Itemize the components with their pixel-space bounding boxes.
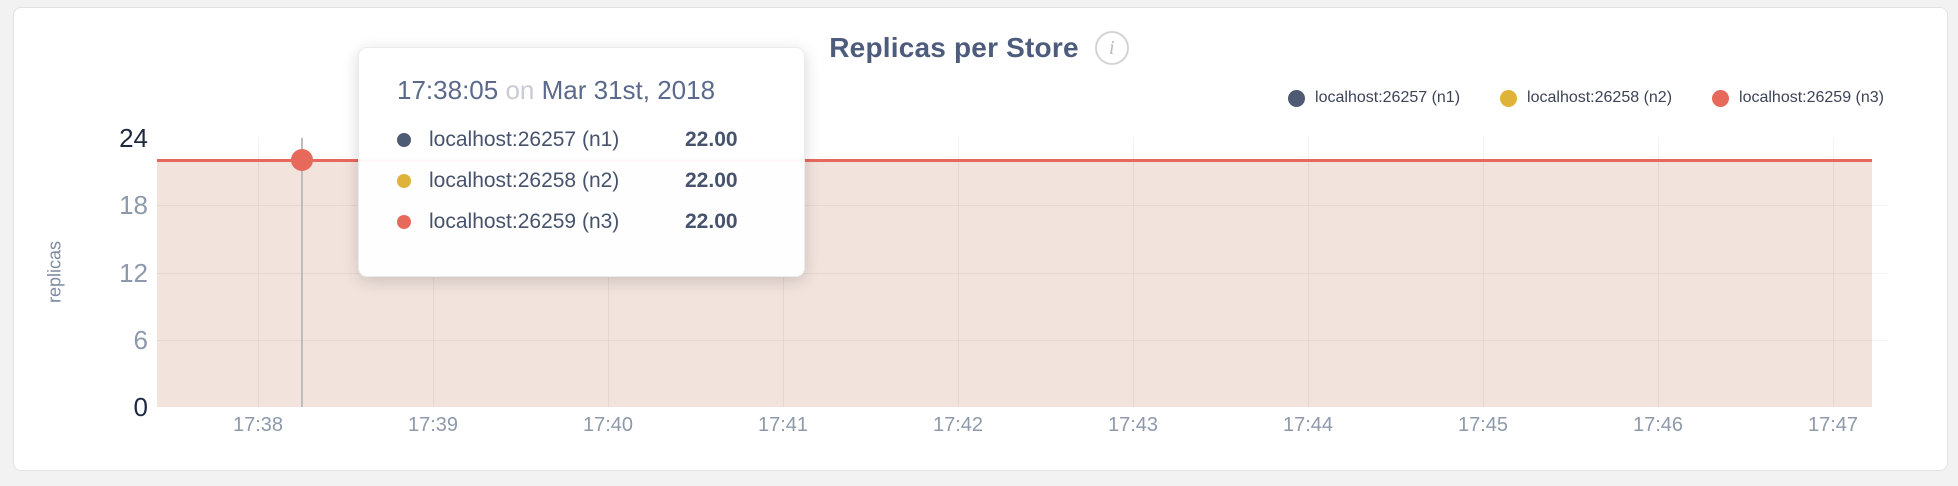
crosshair-line [301, 138, 303, 407]
x-grid-line [1483, 138, 1484, 407]
y-grid-line [157, 272, 1888, 274]
legend-label: localhost:26257 (n1) [1315, 89, 1461, 106]
x-grid-line [1308, 138, 1309, 407]
x-tick-label: 17:43 [1107, 414, 1159, 436]
x-tick-label: 17:39 [407, 414, 459, 436]
x-grid-line [1133, 138, 1134, 407]
x-grid-line [1833, 138, 1834, 407]
y-grid-line [157, 339, 1888, 341]
tooltip-row-value: 22.00 [685, 209, 738, 233]
tooltip-series-dot-icon [397, 132, 411, 147]
tooltip-row-value: 22.00 [685, 127, 738, 151]
tooltip-row: localhost:26259 (n3) 22.00 [397, 201, 804, 242]
y-tick-label: 0 [133, 392, 148, 422]
tooltip-time: 17:38:05 [397, 75, 499, 105]
tooltip-header: 17:38:05 on Mar 31st, 2018 [397, 75, 804, 106]
x-grid-line [1658, 138, 1659, 407]
legend-item[interactable]: localhost:26258 (n2) [1500, 89, 1672, 107]
legend-label: localhost:26258 (n2) [1527, 89, 1673, 106]
hover-point[interactable] [291, 149, 313, 172]
tooltip-row: localhost:26257 (n1) 22.00 [397, 119, 804, 160]
x-tick-label: 17:42 [932, 414, 984, 436]
x-tick-label: 17:40 [582, 414, 634, 436]
tooltip-row-value: 22.00 [685, 168, 738, 192]
series-line [157, 158, 1872, 162]
info-icon[interactable]: i [1094, 31, 1129, 65]
x-grid-line [258, 138, 259, 407]
y-tick-label: 6 [133, 324, 148, 355]
tooltip-row: localhost:26258 (n2) 22.00 [397, 160, 804, 201]
legend-dot-icon [1712, 89, 1730, 107]
x-grid-line [958, 138, 959, 407]
x-tick-label: 17:46 [1632, 414, 1684, 436]
x-tick-label: 17:38 [232, 414, 284, 436]
tooltip-rows: localhost:26257 (n1) 22.00 localhost:26258… [397, 119, 804, 242]
chart-tooltip: 17:38:05 on Mar 31st, 2018 localhost:262… [358, 47, 805, 277]
legend-dot-icon [1500, 89, 1518, 107]
tooltip-row-label: localhost:26259 (n3) [429, 209, 620, 233]
x-tick-label: 17:47 [1807, 414, 1859, 436]
x-tick-label: 17:45 [1457, 414, 1509, 436]
tooltip-date: Mar 31st, 2018 [541, 75, 716, 105]
tooltip-row-label: localhost:26257 (n1) [429, 127, 620, 151]
chart-title: Replicas per Store [829, 32, 1079, 63]
tooltip-conjunction: on [505, 75, 535, 105]
y-tick-label: 18 [119, 190, 148, 221]
x-tick-label: 17:41 [757, 414, 809, 436]
chart-header: Replicas per Store i [0, 31, 1958, 65]
legend-dot-icon [1288, 89, 1306, 107]
tooltip-series-dot-icon [397, 173, 411, 188]
legend: localhost:26257 (n1) localhost:26258 (n2)… [1288, 89, 1884, 107]
x-tick-label: 17:44 [1282, 414, 1334, 436]
tooltip-row-label: localhost:26258 (n2) [429, 168, 620, 192]
tooltip-series-dot-icon [397, 214, 411, 229]
y-tick-label: 24 [119, 123, 148, 153]
y-grid-line [157, 205, 1888, 207]
y-tick-label: 12 [119, 257, 148, 288]
y-axis-title: replicas [44, 240, 65, 304]
legend-item[interactable]: localhost:26257 (n1) [1288, 89, 1460, 107]
legend-label: localhost:26259 (n3) [1739, 89, 1884, 106]
legend-item[interactable]: localhost:26259 (n3) [1712, 89, 1884, 107]
